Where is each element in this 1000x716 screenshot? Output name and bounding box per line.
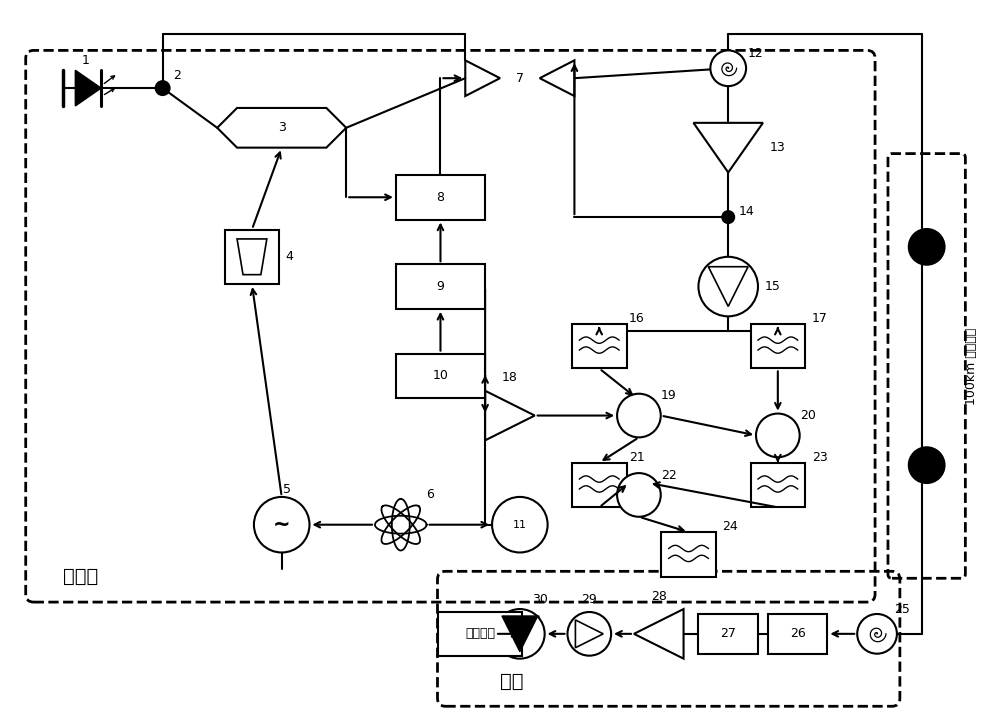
Polygon shape [502,616,538,652]
Text: 9: 9 [437,280,444,293]
Circle shape [492,497,548,553]
Text: 17: 17 [812,311,827,325]
Text: 16: 16 [629,311,645,325]
Text: 7: 7 [516,72,524,84]
Text: 14: 14 [738,205,754,218]
Text: 20: 20 [800,409,816,422]
Text: 5: 5 [283,483,291,496]
Bar [396,264,485,309]
Text: 100km 单模光纤: 100km 单模光纤 [965,327,978,405]
Text: 18: 18 [502,372,518,384]
Bar [768,614,827,654]
Circle shape [909,448,945,483]
Text: 系统输出: 系统输出 [465,627,495,640]
Circle shape [756,414,800,458]
Bar [438,611,522,656]
Text: 27: 27 [720,627,736,640]
Bar [661,532,716,577]
Circle shape [156,81,170,95]
Text: 22: 22 [661,468,677,482]
Bar [572,324,627,369]
Circle shape [495,609,545,659]
Text: 25: 25 [894,603,910,616]
Text: 13: 13 [770,141,786,154]
Text: 12: 12 [748,47,764,60]
Bar [698,614,758,654]
Text: 30: 30 [532,593,548,606]
Bar [751,463,805,508]
Circle shape [254,497,309,553]
Text: 11: 11 [513,520,527,530]
Circle shape [617,473,661,517]
Text: 6: 6 [427,488,434,501]
Bar [751,324,805,369]
Circle shape [698,257,758,316]
Text: 21: 21 [629,451,645,464]
Text: 26: 26 [790,627,806,640]
Text: 本地端: 本地端 [63,567,99,586]
Text: ~: ~ [273,515,291,535]
Bar [572,463,627,508]
Text: 2: 2 [174,69,181,82]
Circle shape [617,394,661,437]
Circle shape [567,612,611,656]
Bar [396,175,485,220]
Circle shape [909,229,945,265]
Polygon shape [75,70,101,106]
Text: 10: 10 [433,369,448,382]
Bar [225,230,279,284]
Circle shape [857,614,897,654]
Text: 远端: 远端 [500,672,524,692]
Text: 4: 4 [286,251,294,263]
Bar [396,354,485,398]
Text: 29: 29 [581,593,597,606]
Text: 8: 8 [436,190,444,204]
Text: 23: 23 [812,451,827,464]
Text: 1: 1 [81,54,89,67]
Circle shape [710,50,746,86]
Text: 3: 3 [278,121,286,135]
Text: 28: 28 [651,590,667,603]
Text: 15: 15 [765,280,781,293]
Text: 19: 19 [661,390,677,402]
Circle shape [722,211,734,223]
Text: 24: 24 [722,521,738,533]
